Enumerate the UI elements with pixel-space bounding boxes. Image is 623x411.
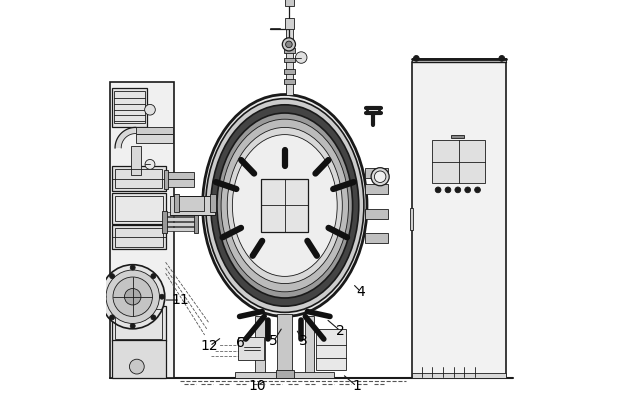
- Bar: [412, 62, 506, 378]
- Bar: [283, 48, 295, 53]
- Circle shape: [445, 187, 451, 193]
- Ellipse shape: [206, 99, 364, 312]
- Bar: [412, 373, 506, 378]
- Bar: [451, 135, 464, 138]
- Bar: [261, 179, 308, 232]
- Bar: [194, 211, 198, 233]
- Bar: [410, 208, 413, 230]
- Bar: [115, 309, 163, 339]
- Bar: [283, 79, 295, 84]
- Text: 11: 11: [171, 293, 189, 307]
- Circle shape: [371, 168, 389, 186]
- Ellipse shape: [232, 135, 337, 276]
- Bar: [432, 140, 485, 183]
- Bar: [169, 196, 215, 215]
- Text: 10: 10: [249, 379, 266, 393]
- Bar: [283, 58, 295, 62]
- Circle shape: [113, 277, 153, 316]
- PathPatch shape: [115, 127, 136, 148]
- Ellipse shape: [217, 113, 353, 298]
- Bar: [164, 212, 196, 216]
- Circle shape: [145, 159, 155, 169]
- Circle shape: [101, 294, 106, 299]
- Bar: [365, 184, 388, 194]
- Ellipse shape: [221, 119, 348, 292]
- Bar: [112, 340, 166, 378]
- Bar: [174, 194, 179, 212]
- Bar: [136, 127, 173, 134]
- Circle shape: [130, 359, 144, 374]
- Circle shape: [295, 52, 307, 63]
- Bar: [166, 179, 194, 187]
- Bar: [164, 217, 196, 221]
- Circle shape: [285, 41, 292, 48]
- Bar: [365, 168, 388, 178]
- Bar: [276, 370, 294, 378]
- Bar: [283, 69, 295, 74]
- Bar: [305, 316, 315, 378]
- Bar: [285, 0, 294, 6]
- Bar: [285, 18, 294, 29]
- Circle shape: [455, 187, 460, 193]
- Bar: [115, 196, 163, 221]
- Text: 1: 1: [352, 379, 361, 393]
- Text: 2: 2: [336, 324, 345, 338]
- Circle shape: [110, 274, 115, 279]
- Bar: [136, 134, 173, 143]
- Bar: [112, 88, 147, 127]
- Ellipse shape: [211, 105, 359, 306]
- Circle shape: [499, 55, 505, 61]
- Bar: [114, 91, 145, 123]
- Bar: [115, 228, 163, 247]
- Circle shape: [130, 265, 135, 270]
- Ellipse shape: [202, 95, 367, 316]
- Circle shape: [130, 323, 135, 328]
- Text: 4: 4: [356, 285, 365, 299]
- Circle shape: [414, 55, 419, 61]
- Bar: [131, 146, 141, 175]
- Bar: [162, 211, 167, 233]
- Bar: [255, 316, 265, 378]
- Bar: [209, 194, 216, 212]
- Text: 5: 5: [269, 334, 278, 348]
- Circle shape: [374, 171, 386, 182]
- Circle shape: [159, 294, 164, 299]
- Bar: [237, 337, 264, 360]
- Bar: [277, 314, 292, 378]
- Text: 6: 6: [236, 336, 245, 350]
- Bar: [164, 222, 196, 226]
- Circle shape: [125, 289, 141, 305]
- Bar: [112, 225, 166, 249]
- Circle shape: [475, 187, 480, 193]
- Circle shape: [101, 265, 164, 329]
- Bar: [166, 172, 194, 179]
- Bar: [365, 233, 388, 243]
- Bar: [112, 193, 166, 224]
- Bar: [285, 27, 293, 95]
- Ellipse shape: [227, 127, 342, 284]
- Circle shape: [282, 38, 295, 51]
- Bar: [112, 166, 166, 191]
- Bar: [112, 306, 166, 341]
- Bar: [365, 209, 388, 219]
- Bar: [164, 170, 168, 189]
- Circle shape: [145, 104, 155, 115]
- Circle shape: [106, 270, 159, 323]
- Circle shape: [110, 315, 115, 320]
- Bar: [235, 372, 334, 378]
- Circle shape: [151, 315, 156, 320]
- Bar: [110, 82, 174, 378]
- Text: 12: 12: [201, 339, 219, 353]
- Bar: [176, 196, 204, 211]
- Bar: [316, 329, 346, 370]
- Bar: [115, 169, 163, 188]
- Bar: [412, 58, 506, 62]
- Text: 3: 3: [299, 334, 308, 348]
- Circle shape: [435, 187, 441, 193]
- Circle shape: [465, 187, 470, 193]
- Bar: [164, 227, 196, 231]
- Circle shape: [151, 274, 156, 279]
